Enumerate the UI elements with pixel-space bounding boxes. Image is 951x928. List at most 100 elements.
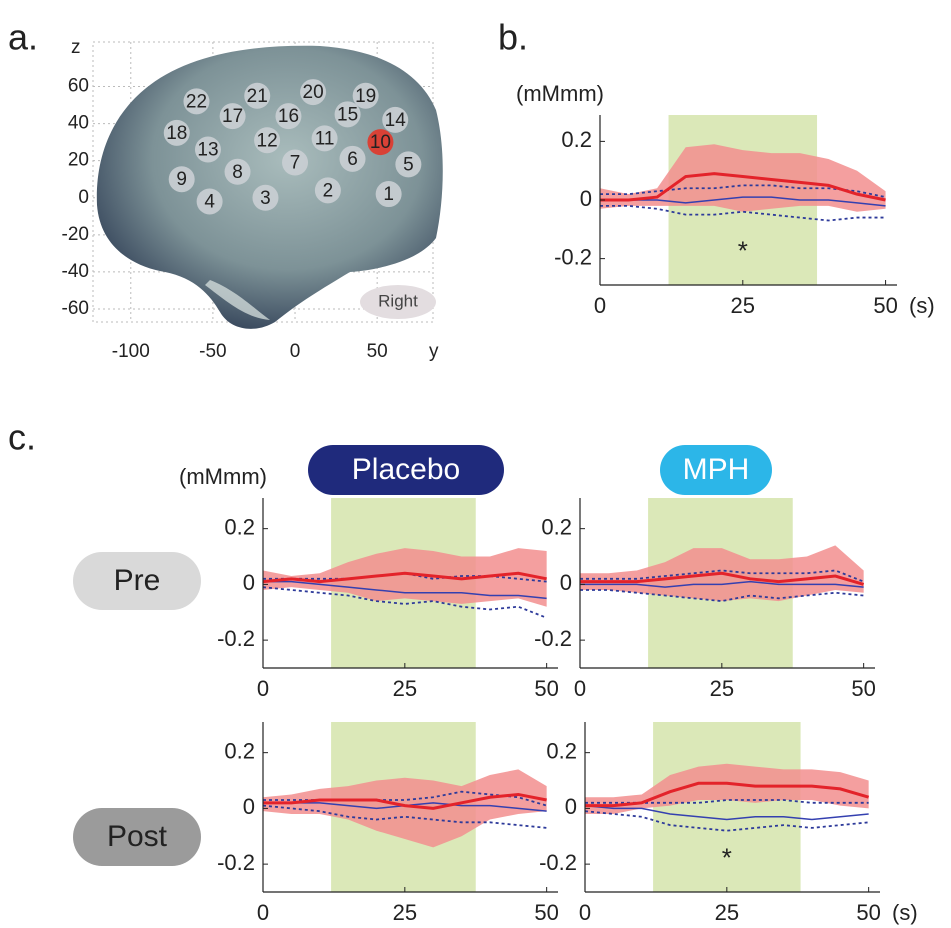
annotation: Right	[378, 291, 418, 310]
channel	[395, 151, 422, 178]
y-tick-label: -40	[62, 261, 89, 282]
channel-label: 10	[370, 132, 391, 153]
band	[263, 769, 547, 848]
channel	[352, 82, 379, 109]
x-tick-label: -50	[199, 341, 226, 362]
channel-label: 12	[257, 130, 278, 151]
channel-label: 16	[278, 106, 299, 127]
channel	[168, 166, 195, 193]
channel	[314, 177, 341, 204]
channel	[275, 103, 302, 130]
y-tick-label: 20	[68, 150, 89, 171]
y-tick-label: -0.2	[217, 850, 255, 875]
x-tick-label: 0	[290, 341, 301, 362]
channel	[183, 88, 210, 115]
mean-line	[600, 196, 886, 207]
dotted-line	[585, 799, 869, 804]
x-unit: (s)	[892, 900, 918, 925]
y-tick-label: 0	[565, 794, 577, 819]
channel-label: 5	[403, 154, 414, 175]
channel	[382, 106, 409, 133]
channel	[219, 103, 246, 130]
channel-label: 3	[260, 188, 271, 209]
channel-label: 11	[315, 128, 335, 149]
channel-label: 4	[204, 191, 215, 212]
channel-label: 9	[176, 169, 187, 190]
y-tick-label: 0	[560, 570, 572, 595]
x-tick-label: 25	[710, 676, 734, 701]
channel	[194, 136, 221, 163]
mean-line	[262, 571, 547, 584]
channel	[367, 129, 394, 156]
session-pill	[73, 552, 201, 610]
channel	[311, 125, 338, 152]
channel-label: 21	[247, 86, 268, 107]
dotted-line	[580, 569, 864, 583]
x-tick-label: 0	[579, 900, 591, 925]
session-label: Post	[107, 820, 168, 853]
channel-label: 14	[385, 110, 407, 131]
channel	[244, 82, 271, 109]
y-tick-label: 40	[68, 113, 89, 134]
y-tick-label: 0.2	[546, 738, 577, 763]
channel-label: 13	[197, 140, 218, 161]
significance: *	[738, 236, 748, 266]
condition-label: MPH	[683, 453, 750, 486]
channel	[224, 158, 251, 185]
channel-label: 6	[347, 149, 358, 170]
mean-line	[600, 172, 886, 202]
y-unit: (mMmm)	[516, 81, 604, 106]
channel-label: 19	[355, 86, 376, 107]
x-tick-label: 50	[873, 293, 897, 318]
x-tick-label: -100	[112, 341, 150, 362]
x-tick-label: 25	[731, 293, 755, 318]
condition-label: Placebo	[352, 453, 460, 486]
channel-label: 1	[383, 184, 394, 205]
brain-highlight	[205, 280, 270, 320]
x-tick-label: 25	[715, 900, 739, 925]
session-label: Pre	[114, 564, 161, 597]
y-tick-label: -0.2	[217, 626, 255, 651]
channel	[334, 101, 361, 128]
channel	[252, 184, 279, 211]
channel	[163, 119, 190, 146]
y-tick-label: -0.2	[539, 850, 577, 875]
y-tick-label: -60	[62, 298, 89, 319]
mean-line	[585, 781, 870, 808]
panel-label: c.	[8, 417, 36, 458]
channel	[282, 149, 309, 176]
condition-pill	[660, 445, 772, 495]
x-tick-label: 25	[393, 676, 417, 701]
y-tick-label: 0.2	[541, 514, 572, 539]
mean-line	[580, 571, 865, 586]
channel	[375, 181, 402, 208]
channel-label: 20	[303, 82, 324, 103]
x-axis-label: y	[429, 341, 439, 362]
x-tick-label: 0	[257, 676, 269, 701]
y-unit: (mMmm)	[179, 464, 267, 489]
x-tick-label: 25	[393, 900, 417, 925]
mean-line	[263, 792, 547, 810]
x-unit: (s)	[909, 293, 935, 318]
y-tick-label: 0	[243, 794, 255, 819]
channel	[196, 188, 223, 215]
channel-label: 15	[337, 104, 358, 125]
band	[585, 763, 869, 814]
channel-label: 2	[323, 180, 334, 201]
x-tick-label: 50	[534, 900, 558, 925]
channel-label: 7	[290, 153, 301, 174]
channel	[339, 145, 366, 172]
band	[263, 548, 547, 607]
x-tick-label: 50	[367, 341, 388, 362]
x-tick-label: 50	[856, 900, 880, 925]
y-tick-label: 0.2	[224, 514, 255, 539]
panel-label: b.	[498, 17, 528, 58]
session-pill	[73, 808, 201, 866]
significance: *	[722, 843, 732, 873]
y-tick-label: 60	[68, 76, 89, 97]
y-tick-label: 0.2	[224, 738, 255, 763]
panel-label: a.	[8, 17, 38, 58]
channel	[254, 127, 281, 154]
channel-label: 8	[232, 162, 243, 183]
